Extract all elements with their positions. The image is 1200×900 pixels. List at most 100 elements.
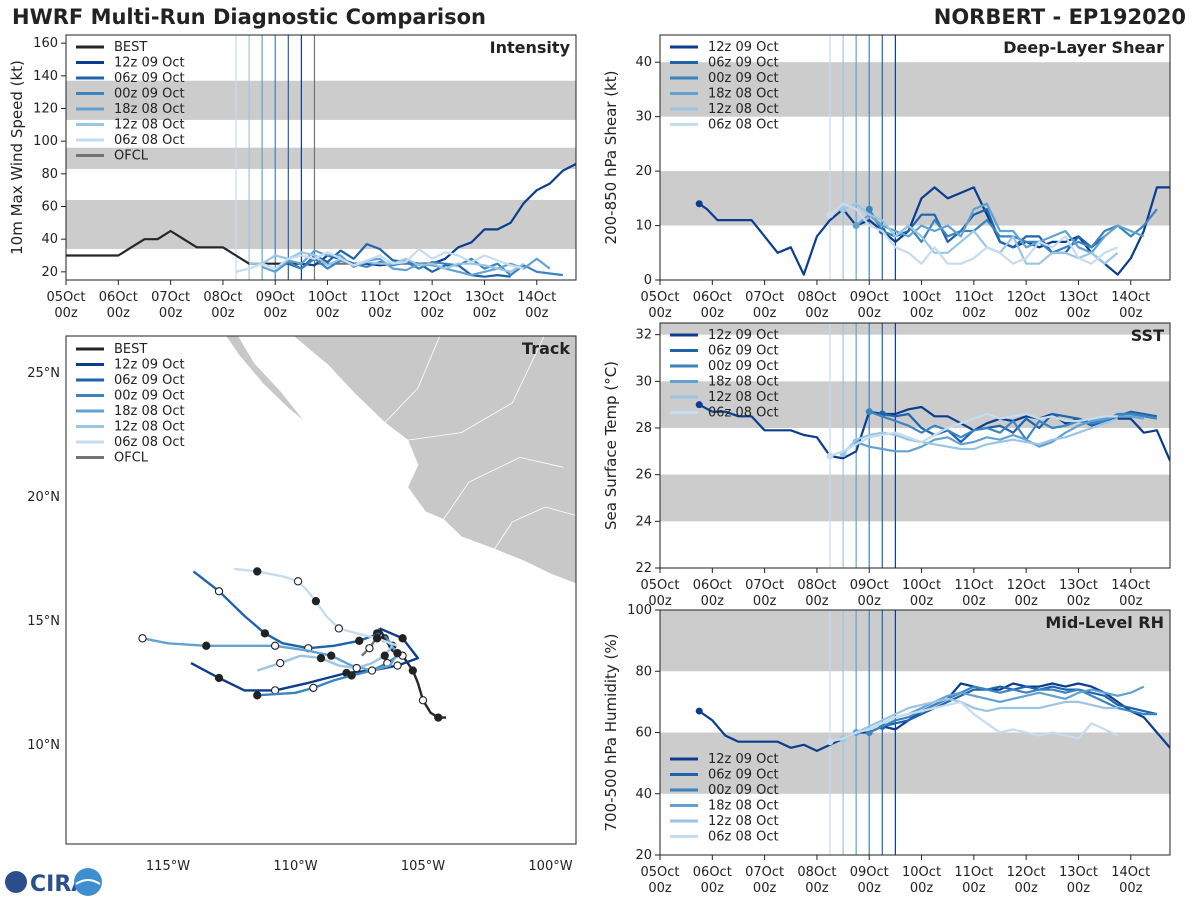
track-legend-label-ofcl: OFCL: [114, 451, 149, 466]
intensity-band: [66, 80, 576, 120]
rh-legend-label-06z-09-oct: 06z 09 Oct: [708, 768, 779, 783]
sst-legend-label-00z-09-oct: 00z 09 Oct: [708, 359, 779, 374]
shear-xtick-label-hour: 00z: [858, 306, 882, 321]
sst-title: SST: [1131, 326, 1164, 345]
track-panel: 115°W 110°W 105°W 100°W 10°N 15°N 20°N 25°N Trac…: [27, 335, 577, 874]
rh-xtick-label-day: 07Oct: [745, 865, 784, 880]
sst-series-06z-08-oct: [829, 412, 1118, 458]
intensity-ylabel: 10m Max Wind Speed (kt): [8, 60, 26, 255]
intensity-xtick-label-day: 13Oct: [465, 290, 504, 305]
sst-xtick-label-day: 13Oct: [1059, 578, 1098, 593]
rh-xtick-label-day: 06Oct: [693, 865, 732, 880]
intensity-ytick-label: 140: [33, 69, 58, 84]
track-point-ofcl: [365, 644, 374, 653]
track-xtick-label: 105°W: [401, 859, 445, 874]
shear-xtick-label-hour: 00z: [962, 306, 986, 321]
intensity-xtick-label-hour: 00z: [316, 306, 340, 321]
track-point-00z-09-oct: [309, 683, 318, 693]
sst-ytick-label: 28: [635, 421, 652, 436]
shear-ytick-label: 20: [635, 164, 652, 179]
sst-xtick-label-day: 08Oct: [797, 578, 836, 593]
state-border: [384, 336, 441, 423]
shear-legend-label-06z-09-oct: 06z 09 Oct: [708, 56, 779, 71]
track-legend-label-best: BEST: [114, 342, 147, 357]
state-border: [443, 456, 564, 520]
sst-ylabel: Sea Surface Temp (°C): [602, 361, 620, 530]
cira-logo: CIRA: [5, 868, 102, 897]
track-point-06z-09-oct: [355, 636, 364, 645]
track-xtick-label: 100°W: [528, 859, 572, 874]
intensity-legend-label-ofcl: OFCL: [114, 149, 149, 164]
sst-plot-area: [660, 323, 1170, 568]
intensity-xtick-label-hour: 00z: [525, 306, 549, 321]
track-point-18z-08-oct: [202, 641, 211, 650]
shear-series-18z-08-oct: [855, 202, 1145, 254]
storm-id: NORBERT - EP192020: [933, 5, 1186, 29]
rh-xtick-label-day: 11Oct: [954, 865, 993, 880]
intensity-series-12z-08-oct: [249, 251, 525, 273]
rh-init-point-06z-08-oct: [826, 738, 834, 746]
sst-legend-label-06z-09-oct: 06z 09 Oct: [708, 344, 779, 359]
sst-xtick-label-day: 12Oct: [1007, 578, 1046, 593]
shear-ytick-label: 10: [635, 219, 652, 234]
sst-xtick-label-hour: 00z: [701, 594, 725, 609]
intensity-xtick-label-day: 12Oct: [413, 290, 452, 305]
intensity-xtick-label-day: 11Oct: [360, 290, 399, 305]
track-point-00z-09-oct: [253, 691, 262, 700]
intensity-legend-label-06z-09-oct: 06z 09 Oct: [114, 71, 185, 86]
track-frame: [65, 335, 577, 845]
intensity-panel: 2040608010012014016005Oct00z06Oct00z07Oc…: [8, 34, 577, 321]
intensity-xtick-label-day: 14Oct: [517, 290, 556, 305]
rh-xtick-label-hour: 00z: [910, 881, 934, 896]
rh-xtick-label-day: 14Oct: [1111, 865, 1150, 880]
sst-xtick-label-day: 10Oct: [902, 578, 941, 593]
rh-legend-label-12z-09-oct: 12z 09 Oct: [708, 752, 779, 767]
intensity-ytick-label: 80: [41, 167, 58, 182]
sst-xtick-label-hour: 00z: [753, 594, 777, 609]
rh-xtick-label-hour: 00z: [648, 881, 672, 896]
shear-xtick-label-hour: 00z: [1067, 306, 1091, 321]
rh-xtick-label-day: 08Oct: [797, 865, 836, 880]
sst-ytick-label: 24: [635, 514, 652, 529]
track-point-18z-08-oct: [393, 649, 402, 658]
intensity-xtick-label-hour: 00z: [159, 306, 183, 321]
track-point-12z-09-oct: [214, 673, 224, 683]
rh-ytick-label: 100: [627, 603, 652, 618]
rh-panel: 2040608010005Oct00z06Oct00z07Oct00z08Oct…: [602, 603, 1171, 896]
rh-xtick-label-hour: 00z: [858, 881, 882, 896]
rh-xtick-label-day: 13Oct: [1059, 865, 1098, 880]
shear-legend-label-12z-09-oct: 12z 09 Oct: [708, 40, 779, 55]
shear-panel: 01020304005Oct00z06Oct00z07Oct00z08Oct00…: [602, 34, 1171, 321]
shear-xtick-label-hour: 00z: [910, 306, 934, 321]
intensity-legend-label-06z-08-oct: 06z 08 Oct: [114, 133, 185, 148]
rh-legend-label-12z-08-oct: 12z 08 Oct: [708, 814, 779, 829]
rh-xtick-label-hour: 00z: [753, 881, 777, 896]
rh-series-06z-08-oct: [829, 700, 1119, 743]
track-point-06z-08-oct: [334, 624, 343, 633]
track-legend-label-06z-08-oct: 06z 08 Oct: [114, 435, 185, 450]
sst-xtick-label-hour: 00z: [1119, 594, 1143, 609]
shear-series-06z-09-oct: [881, 208, 1106, 254]
shear-ytick-label: 0: [644, 273, 652, 288]
intensity-xtick-label-day: 05Oct: [46, 290, 85, 305]
sst-xtick-label-day: 14Oct: [1111, 578, 1150, 593]
shear-ylabel: 200-850 hPa Shear (kt): [602, 71, 620, 245]
intensity-xtick-label-hour: 00z: [368, 306, 392, 321]
rh-ytick-label: 80: [635, 664, 652, 679]
shear-legend-label-00z-09-oct: 00z 09 Oct: [708, 71, 779, 86]
track-point-00z-09-oct: [347, 671, 356, 680]
track-point-18z-08-oct: [138, 634, 147, 643]
track-point-06z-09-oct: [260, 629, 270, 638]
rh-title: Mid-Level RH: [1045, 613, 1164, 632]
rh-xtick-label-hour: 00z: [962, 881, 986, 896]
track-point-12z-08-oct: [380, 651, 389, 660]
sst-init-point-12z-09-oct: [695, 401, 703, 409]
sst-legend-label-12z-09-oct: 12z 09 Oct: [708, 328, 779, 343]
shear-xtick-label-day: 08Oct: [797, 290, 836, 305]
track-ytick-label: 15°N: [27, 614, 60, 629]
track-legend-label-12z-08-oct: 12z 08 Oct: [114, 420, 185, 435]
shear-ytick-label: 40: [635, 55, 652, 70]
track-point-18z-08-oct: [367, 666, 377, 675]
intensity-ytick-label: 100: [33, 134, 58, 149]
